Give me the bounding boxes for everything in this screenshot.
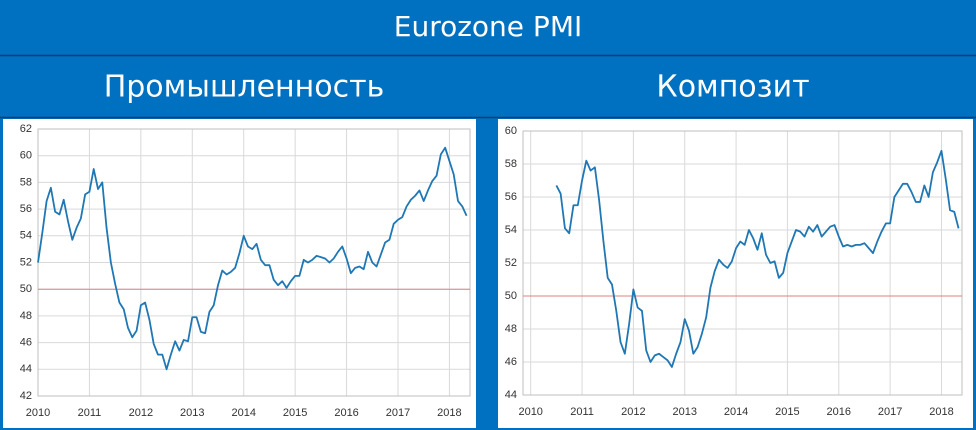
chart-title: Промышленность: [104, 70, 385, 105]
x-tick-label: 2013: [672, 406, 696, 418]
x-tick-label: 2015: [283, 407, 307, 419]
x-tick-label: 2015: [775, 406, 799, 418]
y-tick-label: 56: [20, 203, 32, 215]
y-tick-label: 48: [20, 310, 32, 322]
y-tick-label: 42: [20, 390, 32, 402]
x-tick-label: 2011: [78, 407, 102, 419]
x-tick-label: 2018: [929, 406, 953, 418]
chart-panel: [3, 119, 476, 428]
x-tick-label: 2011: [570, 406, 594, 418]
y-tick-label: 62: [20, 123, 32, 135]
data-line: [37, 146, 468, 371]
x-tick-label: 2012: [129, 407, 153, 419]
x-tick-label: 2016: [827, 406, 851, 418]
y-tick-label: 60: [20, 150, 32, 162]
y-tick-label: 50: [505, 290, 517, 302]
y-tick-label: 54: [505, 224, 517, 236]
x-tick-label: 2010: [26, 407, 50, 419]
x-tick-label: 2017: [878, 406, 902, 418]
y-tick-label: 56: [505, 191, 517, 203]
y-tick-label: 52: [20, 256, 32, 268]
y-tick-label: 52: [505, 257, 517, 269]
x-tick-label: 2014: [724, 406, 748, 418]
x-tick-label: 2013: [180, 407, 204, 419]
x-tick-label: 2014: [231, 407, 255, 419]
x-tick-label: 2018: [437, 407, 461, 419]
y-tick-label: 60: [505, 125, 517, 137]
y-tick-label: 48: [505, 323, 517, 335]
slide-title: Eurozone PMI: [394, 10, 582, 43]
x-tick-label: 2017: [386, 407, 410, 419]
y-tick-label: 58: [505, 158, 517, 170]
y-tick-label: 58: [20, 176, 32, 188]
x-tick-label: 2012: [621, 406, 645, 418]
x-tick-label: 2016: [334, 407, 358, 419]
chart-title: Композит: [656, 70, 809, 105]
y-tick-label: 46: [20, 337, 32, 349]
y-tick-label: 46: [505, 356, 517, 368]
y-tick-label: 44: [20, 363, 32, 375]
plot-frame: [522, 130, 963, 396]
y-tick-label: 44: [505, 389, 517, 401]
chart-panel: [498, 119, 973, 428]
y-tick-label: 50: [20, 283, 32, 295]
y-tick-label: 54: [20, 230, 32, 242]
data-line: [555, 149, 960, 368]
x-tick-label: 2010: [518, 406, 542, 418]
